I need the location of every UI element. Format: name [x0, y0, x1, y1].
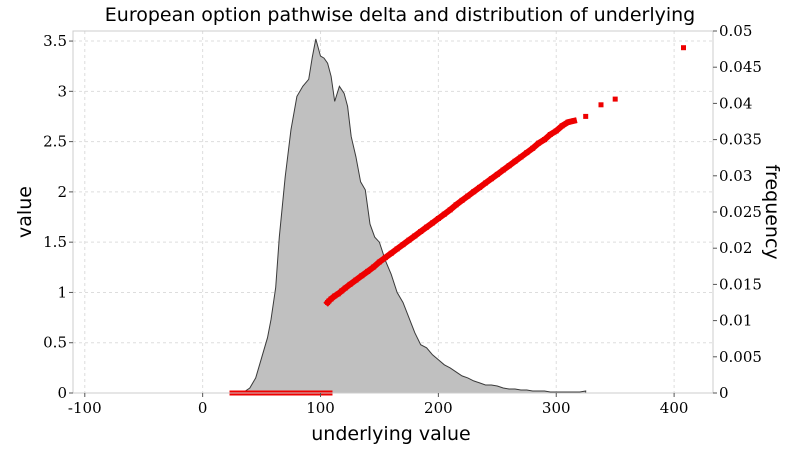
- x-tick-label: 100: [306, 399, 335, 417]
- delta-point: [328, 296, 334, 302]
- distribution-area: [93, 38, 587, 394]
- delta-point: [435, 216, 441, 221]
- delta-point: [371, 264, 377, 270]
- delta-point: [506, 163, 512, 169]
- x-tick-label: 0: [198, 399, 208, 417]
- y-tick-label: 3.5: [43, 32, 67, 50]
- delta-point: [536, 140, 542, 146]
- delta-point: [359, 273, 365, 279]
- delta-point: [547, 132, 553, 137]
- x-tick-label: 200: [424, 399, 453, 417]
- delta-point: [598, 102, 604, 108]
- chart-title: European option pathwise delta and distr…: [105, 4, 695, 26]
- y-ticks: 0 0.5 1 1.5 2 2.5 3 3.5: [43, 32, 73, 402]
- delta-point: [681, 45, 686, 51]
- distribution-path: [93, 38, 587, 394]
- x-tick-label: 300: [542, 399, 571, 417]
- y2-tick-label: 0.035: [719, 131, 762, 149]
- y2-tick-label: 0.01: [719, 312, 752, 330]
- y-tick-label: 2.5: [43, 133, 67, 151]
- delta-point: [483, 180, 488, 186]
- delta-point: [394, 246, 400, 252]
- y-axis-label: value: [14, 186, 36, 238]
- delta-point: [447, 207, 453, 213]
- delta-linear-band: [323, 117, 578, 307]
- delta-point: [365, 268, 371, 274]
- delta-point: [400, 242, 406, 248]
- delta-point: [376, 259, 382, 265]
- delta-point: [471, 189, 477, 195]
- y-tick-label: 0.5: [43, 334, 67, 352]
- delta-point: [459, 197, 465, 203]
- y2-tick-label: 0.04: [719, 94, 752, 112]
- y2-tick-label: 0.045: [719, 58, 762, 76]
- x-tick-label: -100: [68, 399, 102, 417]
- delta-point: [559, 123, 565, 129]
- delta-point: [512, 158, 518, 164]
- y2-tick-label: 0.005: [719, 348, 762, 366]
- delta-point: [500, 167, 506, 173]
- delta-point: [488, 176, 494, 182]
- delta-point: [347, 281, 353, 287]
- y2-tick-label: 0.03: [719, 167, 752, 185]
- delta-point: [565, 119, 571, 125]
- y-tick-label: 1: [57, 283, 67, 301]
- y-tick-label: 2: [57, 183, 67, 201]
- y2-tick-label: 0: [719, 384, 729, 402]
- delta-point: [530, 145, 536, 151]
- y2-tick-label: 0.025: [719, 203, 762, 221]
- y2-ticks: 0 0.005 0.01 0.015 0.02 0.025 0.03 0.035 0.04 0.0…: [713, 22, 762, 402]
- delta-point: [353, 277, 359, 283]
- delta-point: [524, 150, 530, 156]
- delta-point: [542, 137, 547, 143]
- y2-tick-label: 0.015: [719, 275, 762, 293]
- x-ticks: -100 0 100 200 300 400: [68, 393, 688, 417]
- delta-point: [418, 229, 424, 234]
- delta-point: [571, 118, 577, 124]
- delta-point: [583, 113, 589, 119]
- delta-point: [553, 128, 559, 134]
- y2-axis-label: frequency: [761, 164, 783, 259]
- y-tick-label: 0: [57, 384, 67, 402]
- delta-point: [332, 293, 338, 299]
- delta-point: [342, 285, 348, 291]
- delta-point: [441, 211, 447, 217]
- delta-point: [518, 154, 524, 160]
- delta-point: [406, 237, 412, 243]
- delta-point: [335, 291, 341, 297]
- delta-point: [382, 255, 388, 261]
- delta-point: [494, 171, 500, 177]
- delta-point: [424, 224, 430, 230]
- delta-point: [412, 233, 418, 239]
- delta-point: [339, 288, 345, 294]
- delta-point: [430, 220, 435, 226]
- y-tick-label: 1.5: [43, 233, 67, 251]
- y2-tick-label: 0.02: [719, 239, 752, 257]
- x-tick-label: 400: [660, 399, 689, 417]
- delta-point: [453, 202, 459, 208]
- delta-point: [465, 193, 471, 199]
- delta-point: [612, 96, 618, 102]
- delta-point: [477, 184, 483, 190]
- x-axis-label: underlying value: [311, 423, 471, 445]
- y-tick-label: 3: [57, 82, 67, 100]
- y2-tick-label: 0.05: [719, 22, 752, 40]
- delta-point: [388, 250, 394, 256]
